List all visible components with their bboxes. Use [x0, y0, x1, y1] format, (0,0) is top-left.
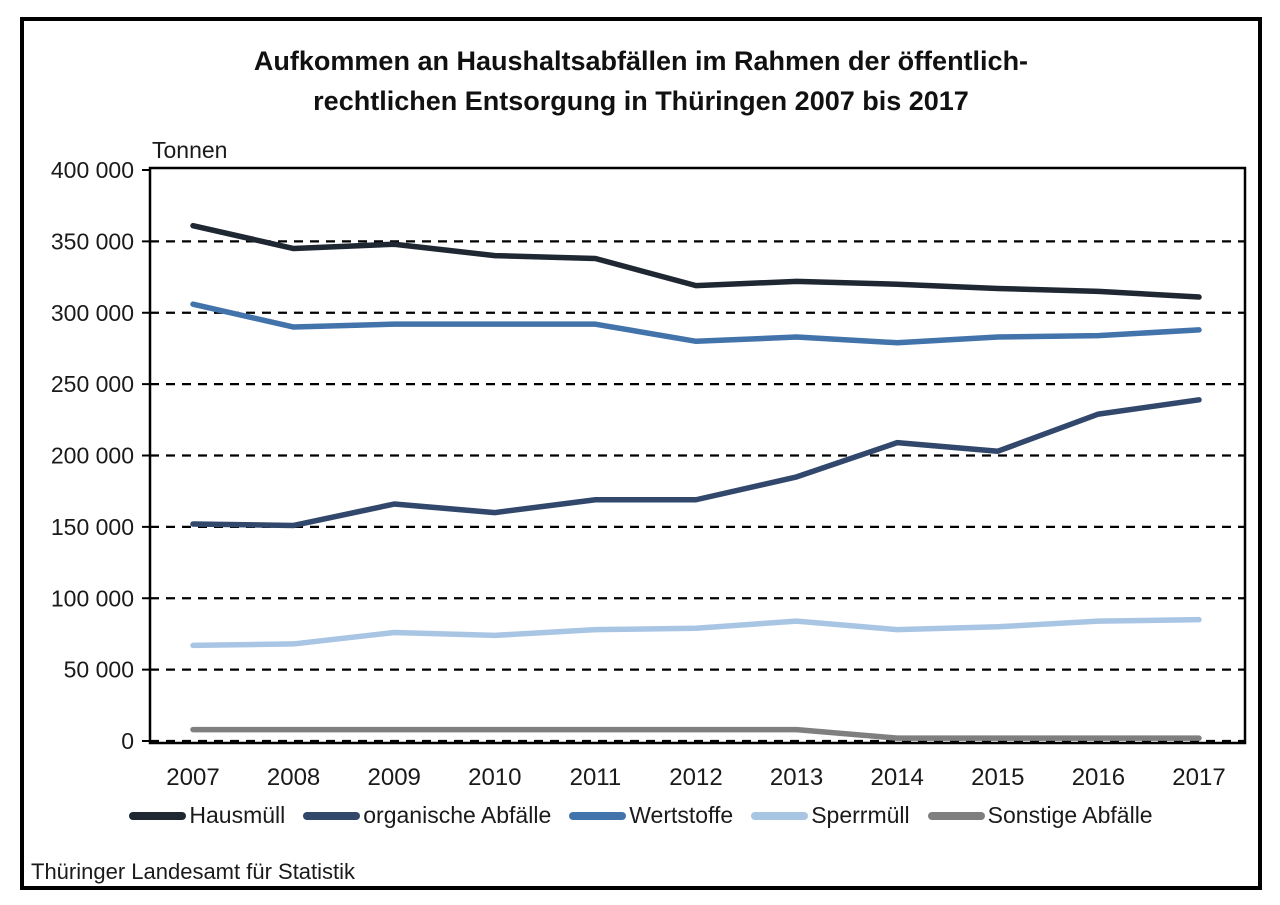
series-line-hausmüll [190, 222, 1202, 300]
y-tick-label: 200 000 [51, 443, 134, 469]
y-tick-label: 150 000 [51, 514, 134, 540]
chart-svg: 400 000 350 000 300 000 250 000 200 000 150 0… [51, 137, 1247, 791]
y-axis: 400 000 350 000 300 000 250 000 200 000 150 0… [51, 157, 150, 754]
chart-title-line1: Aufkommen an Haushaltsabfällen im Rahmen… [253, 46, 1029, 76]
legend-label: Sperrmüll [811, 802, 910, 828]
x-tick-label: 2015 [971, 764, 1024, 791]
legend-swatch-icon [129, 811, 187, 820]
source-note: Thüringer Landesamt für Statistik [31, 859, 356, 884]
x-tick-label: 2013 [770, 764, 823, 791]
x-tick-label: 2014 [871, 764, 924, 791]
y-tick-label: 0 [121, 728, 134, 754]
x-tick-label: 2017 [1172, 764, 1225, 791]
series-line-organische-abfälle [190, 397, 1202, 529]
y-tick-label: 250 000 [51, 371, 134, 397]
x-tick-label: 2012 [669, 764, 722, 791]
chart-legend: Hausmüll organische Abfälle Wertstoffe Sper… [24, 802, 1258, 829]
gridlines [150, 240, 1245, 743]
series-line-sonstige-abfälle [190, 726, 1202, 741]
series-line-wertstoffe [190, 301, 1202, 346]
legend-swatch-icon [927, 811, 985, 820]
legend-label: Sonstige Abfälle [987, 802, 1153, 828]
legend-label: organische Abfälle [363, 802, 552, 828]
y-tick-label: 350 000 [51, 228, 134, 254]
legend-swatch-icon [303, 811, 361, 820]
chart-title-line2: rechtlichen Entsorgung in Thüringen 2007… [313, 86, 969, 116]
y-tick-label: 100 000 [51, 585, 134, 611]
x-tick-label: 2016 [1072, 764, 1125, 791]
legend-label: Hausmüll [189, 802, 286, 828]
legend-item: organische Abfälle [303, 802, 551, 829]
y-axis-unit-label: Tonnen [152, 137, 227, 163]
x-tick-label: 2008 [267, 764, 320, 791]
legend-item: Sperrmüll [751, 802, 910, 829]
x-tick-label: 2010 [468, 764, 521, 791]
y-tick-label: 400 000 [51, 157, 134, 183]
chart-title: Aufkommen an Haushaltsabfällen im Rahmen… [24, 41, 1258, 121]
legend-item: Hausmüll [129, 802, 285, 829]
chart-card: 400 000 350 000 300 000 250 000 200 000 150 0… [20, 17, 1262, 890]
x-tick-label: 2011 [570, 764, 622, 791]
legend-item: Wertstoffe [569, 802, 733, 829]
legend-label: Wertstoffe [629, 802, 734, 828]
legend-swatch-icon [751, 811, 809, 820]
x-axis: 2007 2008 2009 2010 2011 2012 2013 2014 2015 2016… [166, 764, 1225, 791]
series-line-sperrmüll [190, 616, 1202, 649]
y-tick-label: 300 000 [51, 300, 134, 326]
y-tick-label: 50 000 [64, 657, 134, 683]
legend-swatch-icon [569, 811, 627, 820]
x-tick-label: 2007 [166, 764, 219, 791]
legend-item: Sonstige Abfälle [927, 802, 1153, 829]
x-tick-label: 2009 [368, 764, 421, 791]
